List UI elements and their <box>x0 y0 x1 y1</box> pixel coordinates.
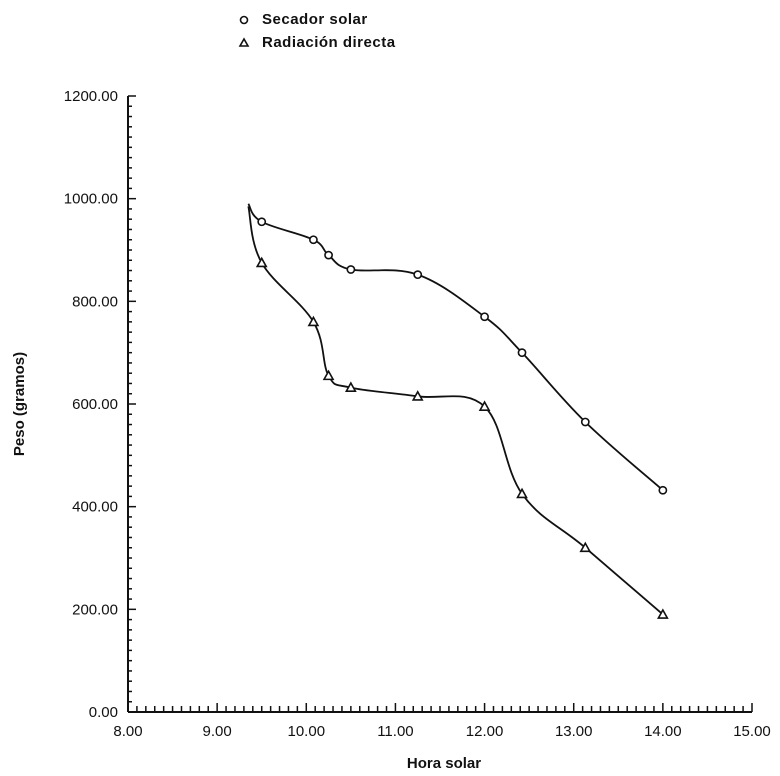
x-tick-label: 10.00 <box>288 723 326 740</box>
y-tick-label: 400.00 <box>72 499 118 516</box>
x-tick-label: 15.00 <box>733 723 771 740</box>
y-axis-title: Peso (gramos) <box>11 352 28 456</box>
series-lines <box>247 203 664 616</box>
legend: Secador solar Radiación directa <box>238 11 396 51</box>
tick-labels: 8.00 9.00 10.00 11.00 12.00 13.00 14.00 15.00 0.… <box>64 88 771 740</box>
x-tick-label: 12.00 <box>466 723 504 740</box>
data-point-circle <box>413 270 423 280</box>
data-point-triangle <box>322 369 335 381</box>
series-markers <box>255 217 669 619</box>
x-tick-label: 9.00 <box>203 723 232 740</box>
data-point-circle <box>257 217 267 227</box>
y-tick-label: 1200.00 <box>64 88 118 105</box>
data-point-triangle <box>478 400 491 411</box>
data-point-triangle <box>255 256 268 268</box>
legend-label-radiacion: Radiación directa <box>262 34 396 51</box>
data-point-triangle <box>579 541 592 553</box>
y-tick-label: 1000.00 <box>64 191 118 208</box>
y-tick-label: 600.00 <box>72 396 118 413</box>
data-point-triangle <box>411 390 424 401</box>
data-point-circle <box>658 485 668 495</box>
data-point-circle <box>346 265 356 274</box>
x-axis-title: Hora solar <box>407 755 481 772</box>
x-tick-label: 8.00 <box>113 723 142 740</box>
data-point-circle <box>309 235 318 245</box>
ticks <box>127 95 753 713</box>
data-point-triangle <box>516 487 528 499</box>
series-line-2 <box>247 206 664 616</box>
x-tick-label: 13.00 <box>555 723 593 740</box>
y-tick-label: 0.00 <box>89 704 118 721</box>
data-point-circle <box>580 417 590 427</box>
data-point-circle <box>480 312 489 322</box>
data-point-circle <box>517 348 527 358</box>
x-tick-label: 11.00 <box>377 723 413 740</box>
data-point-circle <box>324 250 333 260</box>
y-tick-label: 800.00 <box>72 293 118 310</box>
y-tick-label: 200.00 <box>72 601 118 618</box>
data-point-triangle <box>344 381 357 392</box>
legend-label-secador: Secador solar <box>262 11 368 28</box>
legend-triangle-marker <box>238 37 250 47</box>
data-point-triangle <box>307 315 320 327</box>
legend-circle-marker <box>239 15 249 25</box>
data-point-triangle <box>656 608 669 619</box>
x-tick-label: 14.00 <box>644 723 682 740</box>
axes <box>127 96 752 713</box>
series-line-1 <box>247 203 664 491</box>
